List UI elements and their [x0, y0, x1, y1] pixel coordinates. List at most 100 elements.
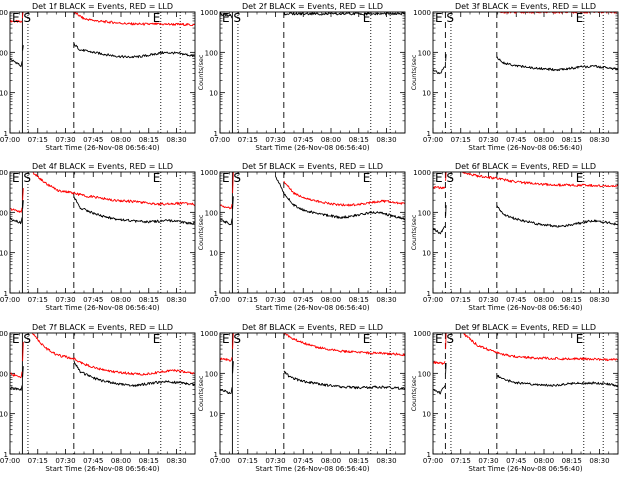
x-tick-label: 07:30 — [478, 136, 498, 144]
y-tick-label: 10 — [0, 90, 8, 98]
events-trace — [496, 205, 618, 228]
y-tick-label: 100 — [205, 209, 218, 217]
y-tick-label: 1000 — [200, 9, 218, 17]
events-trace — [433, 225, 446, 235]
lld-trace — [462, 333, 618, 362]
marker-label-e-start: E — [435, 332, 443, 346]
x-tick-label: 07:15 — [238, 136, 258, 144]
y-tick-label: 1000 — [0, 330, 8, 338]
panel-frame — [9, 11, 196, 134]
events-trace — [22, 200, 24, 210]
marker-label-e-end: E — [576, 332, 584, 346]
marker-label-e-start: E — [222, 171, 230, 185]
panel-plot-area — [10, 172, 195, 293]
events-trace — [496, 374, 618, 388]
x-tick-label: 07:00 — [0, 136, 20, 144]
y-tick-label: 1000 — [0, 9, 8, 17]
lld-trace — [32, 333, 195, 376]
x-tick-label: 07:30 — [478, 457, 498, 465]
events-trace — [445, 362, 447, 374]
marker-label-s: S — [233, 332, 241, 346]
x-tick-label: 07:45 — [293, 457, 313, 465]
events-trace — [433, 385, 446, 395]
lld-trace — [10, 19, 23, 23]
marker-label-s: S — [23, 11, 31, 25]
y-tick-label: 10 — [422, 411, 431, 419]
marker-label-e-start: E — [12, 11, 20, 25]
lld-trace — [283, 180, 405, 207]
marker-label-s: S — [233, 171, 241, 185]
y-tick-label: 1 — [427, 290, 431, 298]
y-tick-label: 1 — [4, 290, 8, 298]
x-tick-label: 08:15 — [139, 136, 159, 144]
events-trace — [283, 370, 405, 390]
y-tick-label: 100 — [418, 370, 431, 378]
x-tick-label: 07:00 — [0, 296, 20, 304]
chart-panel-3: Det 3f BLACK = Events, RED = LLD 1 10 100 10… — [410, 2, 619, 152]
x-tick-label: 08:30 — [166, 457, 186, 465]
panel-title: Det 8f BLACK = Events, RED = LLD — [242, 323, 383, 332]
x-tick-label: 07:00 — [210, 457, 230, 465]
x-tick-label: 08:15 — [139, 296, 159, 304]
lld-trace — [220, 204, 233, 210]
y-tick-label: 100 — [0, 49, 8, 57]
x-tick-label: 08:00 — [111, 136, 131, 144]
y-tick-label: 1000 — [413, 169, 431, 177]
panel-title: Det 6f BLACK = Events, RED = LLD — [455, 162, 596, 171]
marker-label-e-end: E — [363, 332, 371, 346]
lld-trace — [21, 12, 24, 19]
chart-panel-2: Det 2f BLACK = Events, RED = LLD 1 10 100 10… — [197, 2, 406, 152]
x-tick-label: 08:15 — [349, 296, 369, 304]
chart-panel-1: Det 1f BLACK = Events, RED = LLD 1 10 100 10… — [0, 2, 196, 152]
panel-plot-area — [220, 12, 405, 133]
panel-frame — [9, 332, 196, 455]
panel-plot-area — [433, 333, 618, 454]
y-tick-label: 10 — [0, 250, 8, 258]
events-trace — [22, 366, 24, 378]
x-tick-label: 08:15 — [562, 457, 582, 465]
marker-label-e-start: E — [12, 171, 20, 185]
marker-label-e-start: E — [222, 11, 230, 25]
x-tick-label: 07:15 — [28, 136, 48, 144]
y-tick-label: 1 — [427, 130, 431, 138]
y-tick-label: 1 — [4, 451, 8, 459]
y-tick-label: 100 — [205, 49, 218, 57]
panel-title: Det 2f BLACK = Events, RED = LLD — [242, 2, 383, 11]
chart-panel-4: Det 4f BLACK = Events, RED = LLD 1 10 100 10… — [0, 162, 196, 312]
events-trace — [73, 42, 195, 59]
x-tick-label: 08:15 — [562, 136, 582, 144]
panel-frame — [9, 171, 196, 294]
events-trace — [220, 12, 233, 19]
x-axis-label: Start Time (26-Nov-08 06:56:40) — [255, 465, 369, 473]
lld-trace — [433, 360, 446, 365]
x-tick-label: 08:00 — [321, 296, 341, 304]
lld-trace — [462, 172, 618, 188]
panel-frame — [432, 11, 619, 134]
x-tick-label: 07:00 — [210, 296, 230, 304]
lld-trace — [220, 357, 233, 362]
x-tick-label: 07:00 — [210, 136, 230, 144]
marker-label-e-end: E — [576, 171, 584, 185]
x-tick-label: 07:15 — [238, 296, 258, 304]
marker-label-s: S — [23, 171, 31, 185]
x-tick-label: 07:45 — [506, 136, 526, 144]
y-tick-label: 1 — [214, 290, 218, 298]
x-tick-label: 07:15 — [28, 457, 48, 465]
panel-title: Det 7f BLACK = Events, RED = LLD — [32, 323, 173, 332]
panel-frame — [219, 171, 406, 294]
lld-trace — [232, 333, 234, 350]
x-tick-label: 08:00 — [534, 457, 554, 465]
events-trace — [232, 196, 234, 210]
y-tick-label: 10 — [422, 250, 431, 258]
panel-title: Det 1f BLACK = Events, RED = LLD — [32, 2, 173, 11]
events-trace — [232, 361, 234, 374]
events-trace — [445, 205, 447, 217]
events-trace — [10, 217, 23, 225]
x-tick-label: 08:00 — [111, 296, 131, 304]
panel-plot-area — [220, 333, 405, 454]
panel-plot-area — [433, 172, 618, 293]
panel-plot-area — [220, 172, 405, 293]
panel-title: Det 5f BLACK = Events, RED = LLD — [242, 162, 383, 171]
y-tick-label: 1 — [214, 451, 218, 459]
